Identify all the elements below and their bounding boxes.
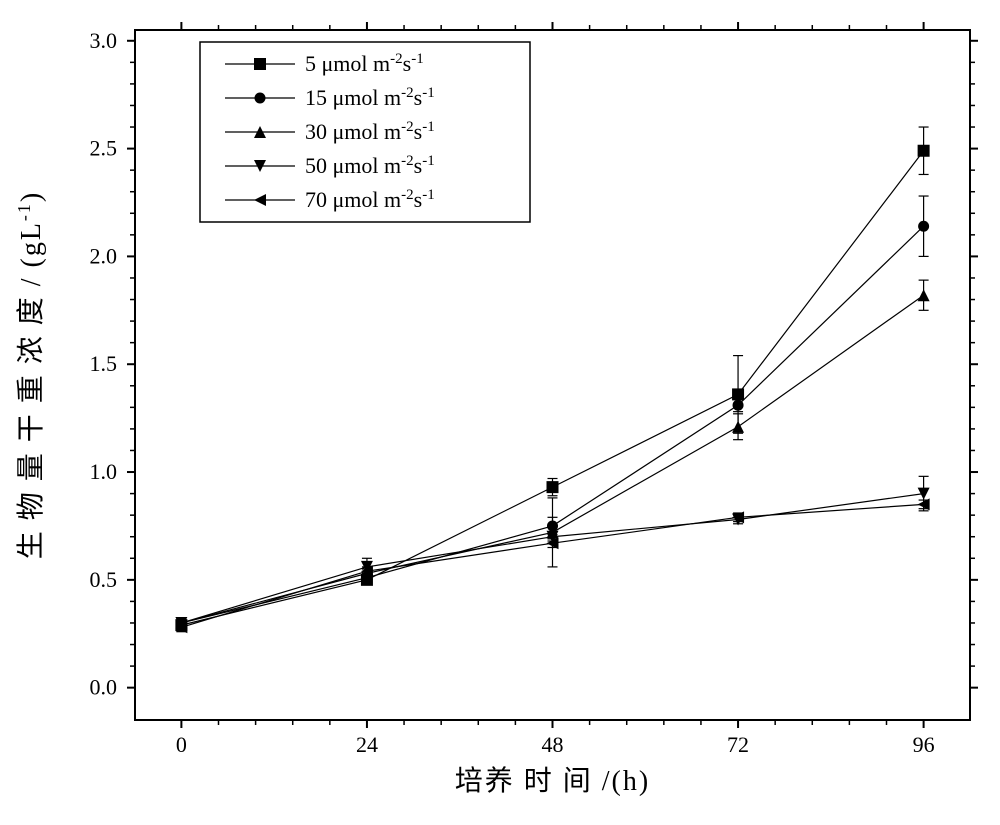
y-axis-label: 生 物 量 干 重 浓 度 / (gL-1) <box>14 191 47 560</box>
legend: 5 μmol m-2s-1 15 μmol m-2s-1 30 μmol m-2s-… <box>200 42 530 222</box>
chart-container: 0 24 48 72 96 0.0 0.5 1.0 1.5 2.0 2.5 3.0 培养 时 间 /(h… <box>0 0 1000 825</box>
legend-entry: 15 μmol m-2s-1 <box>305 85 435 110</box>
x-tick-label: 0 <box>176 732 187 757</box>
x-tick-label: 24 <box>356 732 378 757</box>
x-tick-label: 72 <box>727 732 749 757</box>
y-tick-label: 1.0 <box>90 459 118 484</box>
legend-entry: 5 μmol m-2s-1 <box>305 51 424 76</box>
growth-curve-chart: 0 24 48 72 96 0.0 0.5 1.0 1.5 2.0 2.5 3.0 培养 时 间 /(h… <box>0 0 1000 825</box>
y-tick-label: 1.5 <box>90 351 118 376</box>
y-tick-label: 0.0 <box>90 675 118 700</box>
legend-entry: 50 μmol m-2s-1 <box>305 153 435 178</box>
series-line <box>181 295 923 623</box>
x-tick-label: 48 <box>542 732 564 757</box>
legend-entry: 70 μmol m-2s-1 <box>305 187 435 212</box>
y-tick-label: 2.0 <box>90 243 118 268</box>
legend-entry: 30 μmol m-2s-1 <box>305 119 435 144</box>
svg-text:生 物 量 干 重 浓 度 / (gL-1): 生 物 量 干 重 浓 度 / (gL-1) <box>14 191 47 560</box>
y-tick-label: 3.0 <box>90 28 118 53</box>
y-tick-label: 2.5 <box>90 136 118 161</box>
x-axis-label: 培养 时 间 /(h) <box>455 765 650 797</box>
y-tick-label: 0.5 <box>90 567 118 592</box>
x-tick-label: 96 <box>913 732 935 757</box>
series-2 <box>175 280 929 629</box>
